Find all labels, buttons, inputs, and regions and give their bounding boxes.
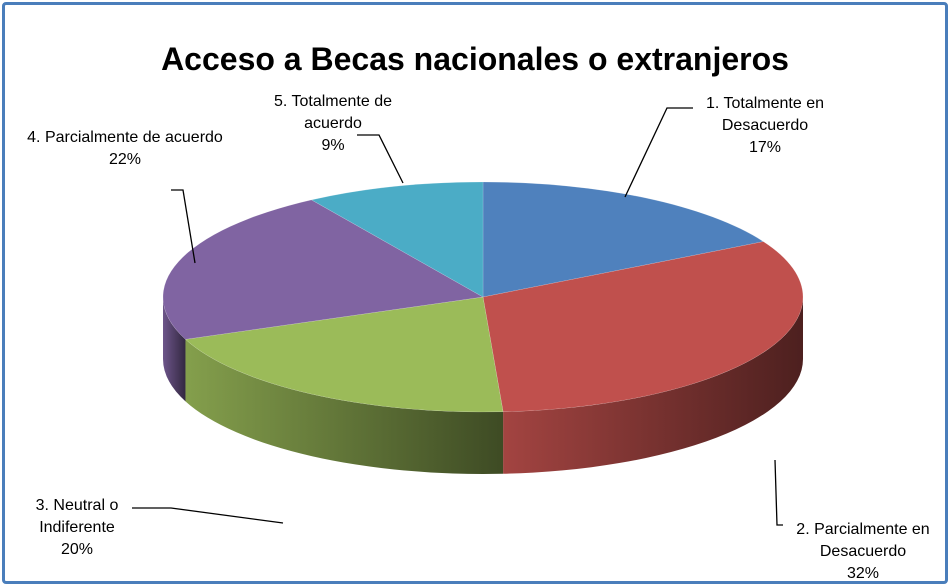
value-label: 32% bbox=[846, 565, 880, 582]
pie-slice bbox=[482, 181, 765, 298]
pie-slice bbox=[482, 241, 804, 413]
slice-side bbox=[185, 339, 504, 474]
data-label: 4. Parcialmente de acuerdo 22% bbox=[25, 127, 225, 171]
slice-side bbox=[163, 297, 186, 402]
value-label: 9% bbox=[321, 137, 345, 154]
value-label: 20% bbox=[60, 541, 94, 558]
data-label: 1. Totalmente en Desacuerdo 17% bbox=[670, 93, 860, 159]
category-label: 1. Totalmente en Desacuerdo bbox=[705, 95, 824, 134]
pie-slice bbox=[184, 296, 504, 413]
pie-slice bbox=[162, 199, 484, 340]
value-label: 17% bbox=[748, 139, 782, 156]
category-label: 4. Parcialmente de acuerdo bbox=[27, 129, 223, 146]
category-label: 2. Parcialmente en Desacuerdo bbox=[796, 521, 930, 560]
chart-title: Acceso a Becas nacionales o extranjeros bbox=[161, 41, 789, 77]
category-label: 3. Neutral o Indiferente bbox=[35, 497, 119, 536]
category-label: 5. Totalmente de acuerdo bbox=[273, 93, 392, 132]
slice-side bbox=[503, 297, 803, 474]
leader-line bbox=[132, 507, 284, 524]
value-label: 22% bbox=[108, 151, 142, 168]
pie-chart bbox=[132, 107, 804, 526]
leader-line bbox=[774, 459, 783, 526]
leader-line bbox=[357, 134, 404, 184]
data-label: 5. Totalmente de acuerdo 9% bbox=[248, 91, 418, 157]
data-label: 2. Parcialmente en Desacuerdo 32% bbox=[768, 519, 945, 582]
data-label: 3. Neutral o Indiferente 20% bbox=[5, 495, 152, 561]
pie-slice bbox=[310, 181, 484, 298]
leader-line bbox=[624, 107, 693, 198]
leader-line bbox=[171, 189, 196, 264]
